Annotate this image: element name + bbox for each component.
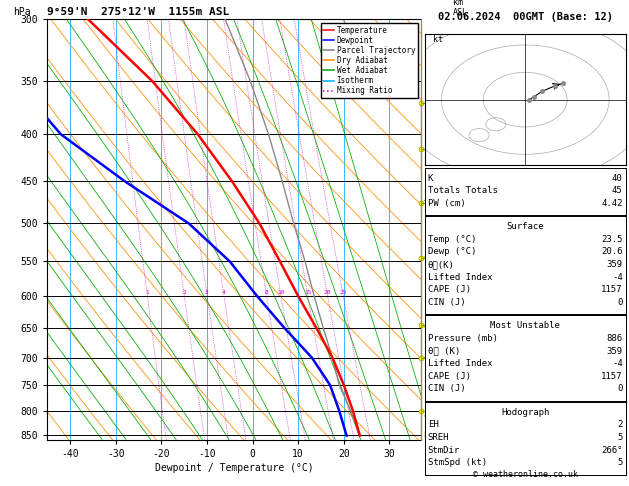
- Text: Totals Totals: Totals Totals: [428, 186, 498, 195]
- Text: 10: 10: [277, 290, 284, 295]
- Text: SREH: SREH: [428, 433, 449, 442]
- Text: 25: 25: [339, 290, 347, 295]
- Text: Mixing Ratio (g/kg): Mixing Ratio (g/kg): [444, 186, 453, 274]
- Text: 3: 3: [205, 290, 209, 295]
- Text: kt: kt: [433, 35, 443, 44]
- Text: 23.5: 23.5: [601, 235, 623, 244]
- Text: 4: 4: [222, 290, 226, 295]
- Text: StmDir: StmDir: [428, 446, 460, 455]
- Text: θᴇ(K): θᴇ(K): [428, 260, 455, 269]
- Text: CAPE (J): CAPE (J): [428, 372, 470, 381]
- Text: 1157: 1157: [601, 372, 623, 381]
- Text: 359: 359: [606, 260, 623, 269]
- Text: 40: 40: [612, 174, 623, 183]
- Text: Lifted Index: Lifted Index: [428, 359, 493, 368]
- Text: 1157: 1157: [601, 285, 623, 295]
- Text: 0: 0: [617, 298, 623, 307]
- Text: 45: 45: [612, 186, 623, 195]
- Text: Dewp (°C): Dewp (°C): [428, 247, 476, 257]
- Text: 8: 8: [265, 290, 268, 295]
- Text: EH: EH: [428, 420, 438, 430]
- Text: 886: 886: [606, 334, 623, 343]
- Text: Lifted Index: Lifted Index: [428, 273, 493, 282]
- Text: 20: 20: [324, 290, 331, 295]
- Text: StmSpd (kt): StmSpd (kt): [428, 458, 487, 468]
- Text: -4: -4: [612, 273, 623, 282]
- Text: LCL: LCL: [423, 431, 437, 440]
- Text: 9°59'N  275°12'W  1155m ASL: 9°59'N 275°12'W 1155m ASL: [47, 7, 230, 17]
- Text: Most Unstable: Most Unstable: [490, 321, 560, 330]
- Text: 266°: 266°: [601, 446, 623, 455]
- Text: Hodograph: Hodograph: [501, 408, 549, 417]
- Text: 4.42: 4.42: [601, 199, 623, 208]
- Text: 0: 0: [617, 384, 623, 394]
- Text: hPa: hPa: [13, 7, 31, 17]
- Text: 02.06.2024  00GMT (Base: 12): 02.06.2024 00GMT (Base: 12): [438, 12, 613, 22]
- Text: 5: 5: [617, 458, 623, 468]
- Text: 1: 1: [145, 290, 149, 295]
- Text: θᴇ (K): θᴇ (K): [428, 347, 460, 356]
- Text: PW (cm): PW (cm): [428, 199, 465, 208]
- Text: 5: 5: [617, 433, 623, 442]
- X-axis label: Dewpoint / Temperature (°C): Dewpoint / Temperature (°C): [155, 463, 314, 473]
- Text: 359: 359: [606, 347, 623, 356]
- Text: Surface: Surface: [506, 222, 544, 231]
- Text: Temp (°C): Temp (°C): [428, 235, 476, 244]
- Text: CAPE (J): CAPE (J): [428, 285, 470, 295]
- Text: 20.6: 20.6: [601, 247, 623, 257]
- Text: 2: 2: [617, 420, 623, 430]
- Text: CIN (J): CIN (J): [428, 384, 465, 394]
- Text: CIN (J): CIN (J): [428, 298, 465, 307]
- Text: Pressure (mb): Pressure (mb): [428, 334, 498, 343]
- Text: © weatheronline.co.uk: © weatheronline.co.uk: [473, 469, 577, 479]
- Text: 15: 15: [304, 290, 311, 295]
- Text: km
ASL: km ASL: [454, 0, 468, 17]
- Text: K: K: [428, 174, 433, 183]
- Text: 2: 2: [182, 290, 186, 295]
- Text: -4: -4: [612, 359, 623, 368]
- Legend: Temperature, Dewpoint, Parcel Trajectory, Dry Adiabat, Wet Adiabat, Isotherm, Mi: Temperature, Dewpoint, Parcel Trajectory…: [321, 23, 418, 98]
